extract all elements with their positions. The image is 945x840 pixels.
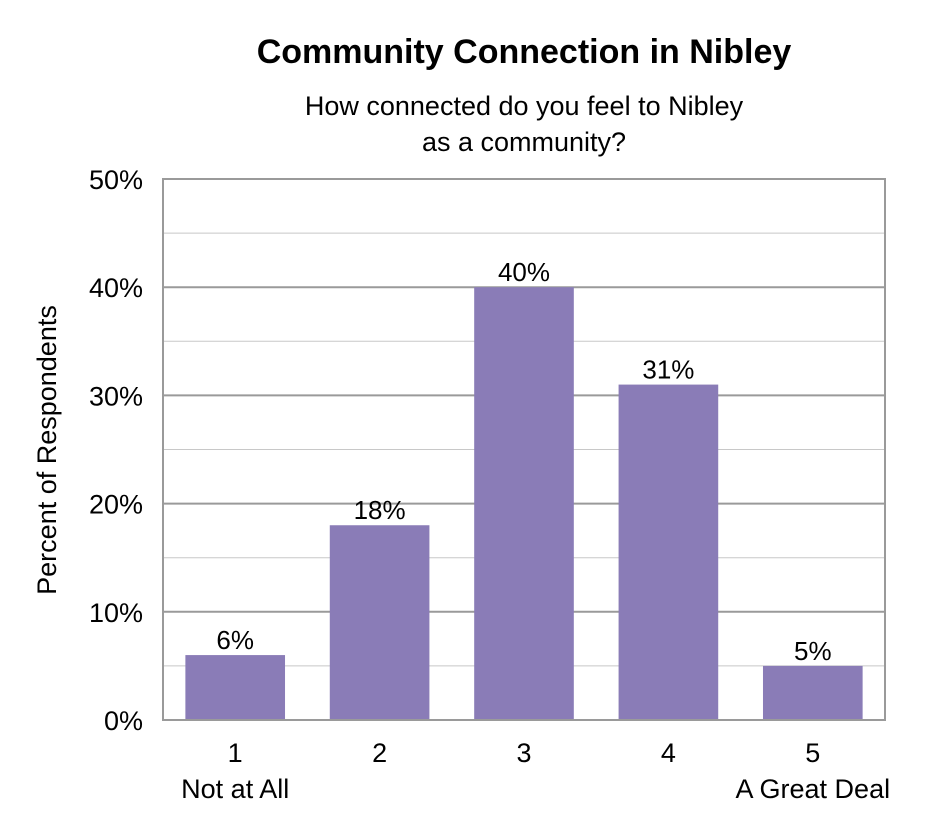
y-tick-label: 40% (89, 273, 143, 303)
y-axis-label: Percent of Respondents (32, 305, 62, 595)
chart-subtitle-line-2: as a community? (422, 127, 626, 157)
x-axis-ticks: 1 Not at All 2 3 4 5 A Great Deal (181, 738, 890, 804)
bar (185, 655, 286, 720)
plot-area-border (162, 178, 886, 721)
x-tick-sublabel: A Great Deal (736, 774, 891, 804)
y-tick-label: 30% (89, 381, 143, 411)
data-label: 5% (794, 636, 832, 666)
bar (618, 384, 719, 720)
y-axis-ticks: 0% 10% 20% 30% 40% 50% (89, 165, 143, 736)
x-tick-label: 4 (661, 738, 676, 768)
x-tick-label: 2 (372, 738, 387, 768)
y-tick-label: 0% (104, 706, 143, 736)
x-tick-label: 5 (805, 738, 820, 768)
y-tick-label: 20% (89, 490, 143, 520)
data-labels: 6% 18% 40% 31% 5% (216, 257, 831, 666)
data-label: 40% (498, 257, 550, 287)
bar (329, 525, 430, 720)
x-tick-label: 3 (516, 738, 531, 768)
bar (762, 665, 863, 720)
x-tick-label: 1 (228, 738, 243, 768)
y-tick-label: 10% (89, 598, 143, 628)
data-label: 6% (216, 625, 254, 655)
chart-title: Community Connection in Nibley (257, 33, 792, 71)
data-label: 31% (642, 355, 694, 385)
x-tick-sublabel: Not at All (181, 774, 289, 804)
data-label: 18% (354, 495, 406, 525)
bar (474, 287, 574, 720)
chart-subtitle-line-1: How connected do you feel to Nibley (305, 91, 744, 121)
bars (185, 287, 863, 720)
y-tick-label: 50% (89, 165, 143, 195)
